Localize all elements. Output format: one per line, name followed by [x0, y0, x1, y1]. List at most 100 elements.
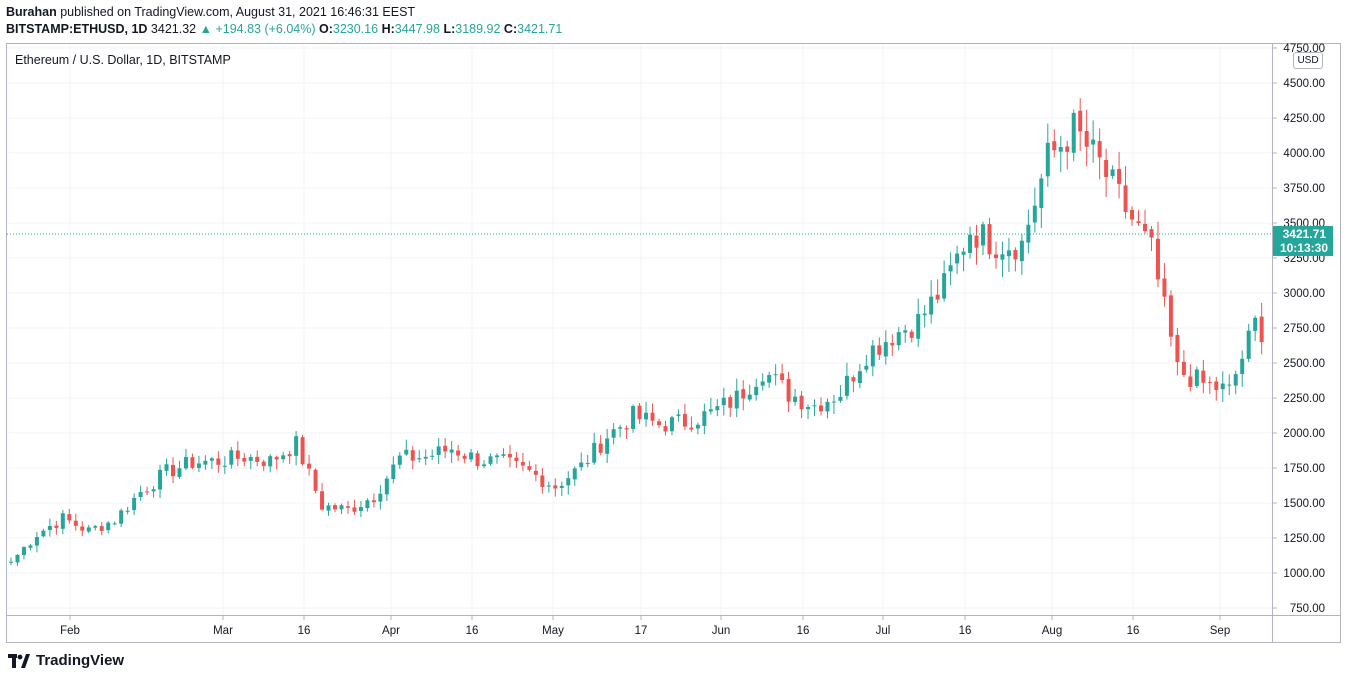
candle-body — [1111, 169, 1115, 176]
candle-body — [126, 511, 130, 512]
price-tick-label: 750.00 — [1290, 603, 1325, 615]
candle-body — [540, 475, 544, 487]
price-tick-label: 1500.00 — [1283, 498, 1325, 510]
candle-body — [346, 506, 350, 508]
candle-body — [1117, 169, 1121, 184]
candle-body — [242, 458, 246, 462]
candle-body — [184, 457, 188, 468]
candle-body — [145, 491, 149, 492]
candle-body — [981, 224, 985, 245]
price-tick-label: 1750.00 — [1283, 463, 1325, 475]
candle-body — [975, 236, 979, 248]
candle-body — [929, 297, 933, 315]
price-tick-label: 3000.00 — [1283, 288, 1325, 300]
candle-body — [352, 507, 356, 511]
candle-body — [54, 526, 58, 528]
candle-body — [813, 405, 817, 406]
candle-body — [190, 457, 194, 468]
candle-body — [314, 470, 318, 491]
candle-body — [560, 486, 564, 488]
candle-body — [476, 453, 480, 466]
tradingview-logo-icon — [8, 654, 30, 668]
candle-body — [1104, 160, 1108, 177]
candle-body — [74, 521, 78, 526]
candle-body — [800, 396, 804, 410]
candle-body — [456, 451, 460, 456]
candle-body — [398, 456, 402, 465]
candle-body — [579, 463, 583, 468]
candle-body — [106, 523, 110, 530]
candle-body — [832, 402, 836, 403]
candle-body — [229, 450, 233, 464]
candle-body — [566, 478, 570, 485]
price-tick-label: 3750.00 — [1283, 183, 1325, 195]
time-tick-label: 16 — [1127, 625, 1140, 637]
candle-body — [722, 398, 726, 405]
brand-name: TradingView — [36, 652, 124, 669]
time-tick-label: Feb — [60, 625, 80, 637]
candle-body — [1188, 376, 1192, 387]
candle-body — [1227, 385, 1231, 386]
candle-body — [987, 224, 991, 254]
candle-body — [365, 500, 369, 508]
candle-body — [333, 505, 337, 509]
time-tick-label: 16 — [797, 625, 810, 637]
candle-body — [670, 417, 674, 431]
candle-body — [683, 414, 687, 427]
time-tick-label: Apr — [382, 625, 400, 637]
candle-body — [275, 457, 279, 460]
candle-body — [612, 429, 616, 437]
candle-body — [1208, 382, 1212, 383]
candle-body — [93, 526, 97, 528]
price-tick-label: 2250.00 — [1283, 393, 1325, 405]
candle-body — [553, 485, 557, 488]
candle-body — [1091, 140, 1095, 145]
candle-body — [897, 332, 901, 345]
candle-body — [450, 450, 454, 453]
candle-body — [903, 330, 907, 332]
candle-body — [573, 468, 577, 479]
candle-body — [437, 446, 441, 455]
candle-body — [709, 409, 713, 411]
candle-body — [871, 345, 875, 366]
candle-body — [858, 371, 862, 383]
candle-body — [359, 507, 363, 511]
time-tick-label: 17 — [635, 625, 648, 637]
candle-body — [1214, 381, 1218, 390]
candle-body — [923, 314, 927, 316]
candle-body — [1149, 229, 1153, 237]
candle-body — [780, 373, 784, 380]
candle-body — [605, 439, 609, 454]
candle-body — [132, 498, 136, 510]
candle-body — [67, 514, 71, 520]
tradingview-brand[interactable]: TradingView — [8, 652, 124, 669]
candle-body — [1007, 250, 1011, 256]
candle-body — [936, 295, 940, 300]
candle-body — [430, 456, 434, 457]
candle-body — [1085, 131, 1089, 147]
candle-body — [119, 510, 123, 523]
candle-body — [774, 374, 778, 375]
candle-body — [100, 526, 104, 531]
candle-body — [22, 547, 26, 555]
candle-body — [9, 562, 13, 563]
candle-body — [1000, 254, 1004, 259]
candle-body — [696, 425, 700, 429]
candle-body — [216, 458, 220, 464]
candle-body — [262, 462, 266, 466]
time-tick-label: Jun — [712, 625, 731, 637]
candle-body — [281, 455, 285, 459]
candle-body — [35, 537, 39, 546]
candle-body — [463, 456, 467, 459]
candle-body — [249, 457, 253, 461]
candle-body — [197, 463, 201, 468]
candle-body — [754, 387, 758, 395]
price-tick-label: 2750.00 — [1283, 323, 1325, 335]
time-tick-label: 16 — [466, 625, 479, 637]
currency-badge[interactable]: USD — [1293, 52, 1323, 69]
candle-body — [806, 407, 810, 409]
candle-body — [1026, 225, 1030, 243]
candle-body — [378, 494, 382, 502]
time-tick-label: Sep — [1210, 625, 1230, 637]
